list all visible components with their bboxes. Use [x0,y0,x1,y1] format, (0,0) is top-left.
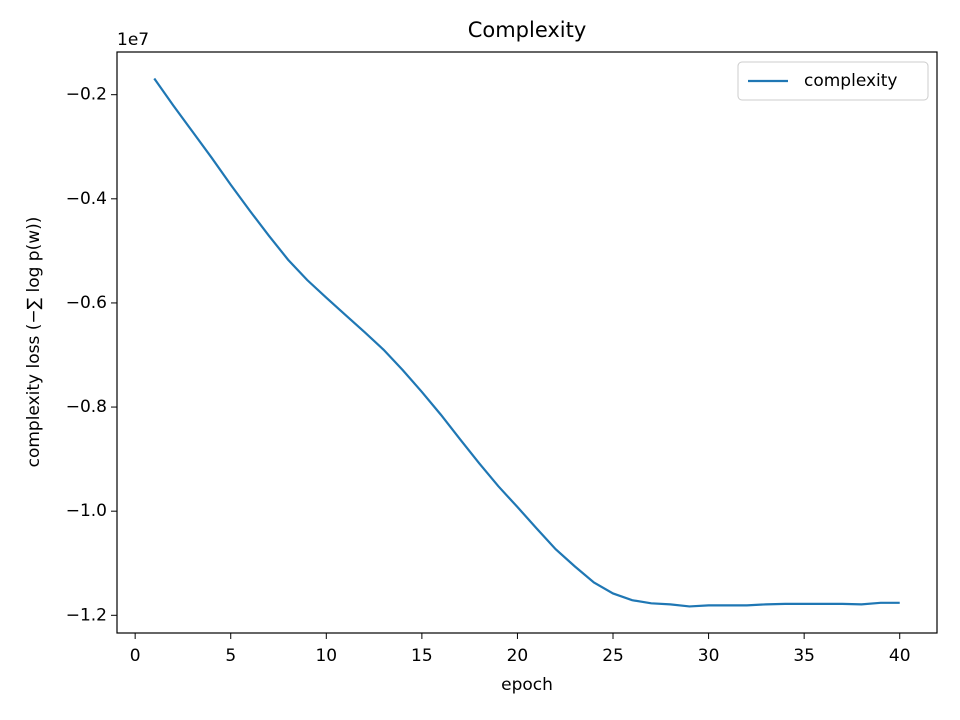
x-tick-label: 0 [130,646,141,666]
x-tick-label: 20 [507,646,529,666]
y-tick-label: −0.2 [66,85,107,105]
y-tick-label: −0.4 [66,189,107,209]
plot-frame [116,51,938,634]
x-tick-label: 40 [889,646,911,666]
x-tick-label: 35 [793,646,815,666]
x-tick-label: 30 [698,646,720,666]
x-tick-label: 25 [602,646,624,666]
x-tick-label: 15 [411,646,433,666]
x-tick-label: 10 [315,646,337,666]
legend-label: complexity [804,71,898,91]
y-axis-label: complexity loss (−∑ log p(w)) [24,217,44,468]
y-tick-label: −0.6 [66,293,107,313]
chart-title: Complexity [468,18,587,42]
y-tick-label: −0.8 [66,397,107,417]
y-offset-label: 1e7 [117,30,149,50]
x-axis-label: epoch [501,675,553,695]
legend-box [737,61,929,101]
data-line [153,77,900,608]
x-tick-label: 5 [225,646,236,666]
y-tick-label: −1.2 [66,605,107,625]
y-tick-label: −1.0 [66,501,107,521]
